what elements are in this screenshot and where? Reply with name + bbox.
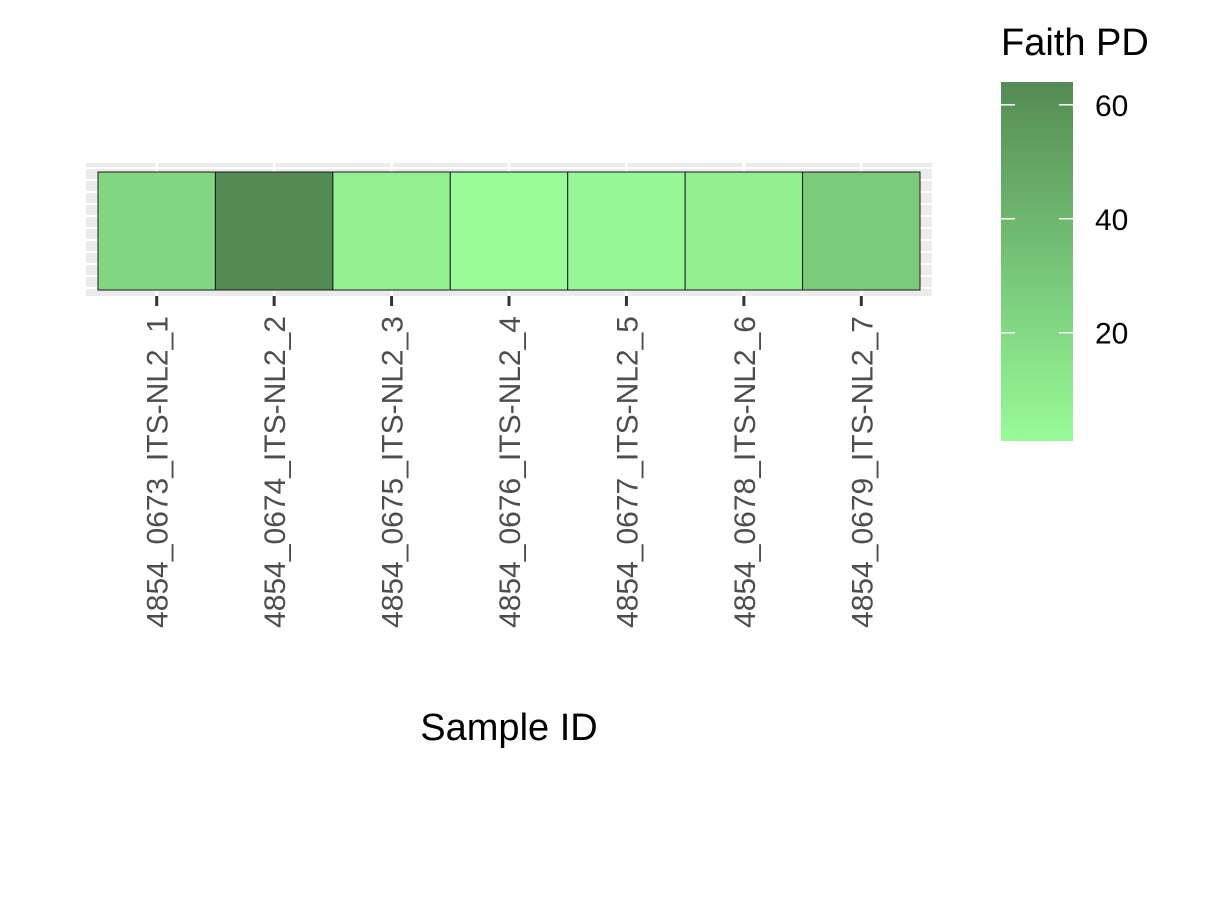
heatmap-tile <box>332 171 451 291</box>
x-tick-label: 4854_0674_ITS-NL2_2 <box>259 316 292 628</box>
legend: Faith PD 20 40 60 <box>1001 22 1149 441</box>
legend-title: Faith PD <box>1001 22 1149 64</box>
legend-tick-label: 40 <box>1095 204 1128 237</box>
heatmap-tile <box>97 171 216 291</box>
heatmap-tiles <box>97 171 921 291</box>
x-tick-label: 4854_0679_ITS-NL2_7 <box>846 316 879 628</box>
legend-colorbar <box>1001 82 1073 441</box>
x-tick-label: 4854_0673_ITS-NL2_1 <box>142 316 175 628</box>
x-tick-label: 4854_0678_ITS-NL2_6 <box>729 316 762 628</box>
heatmap-tile <box>802 171 921 291</box>
heatmap-tile <box>567 171 686 291</box>
x-tick-label: 4854_0677_ITS-NL2_5 <box>611 316 644 628</box>
heatmap-tile <box>449 171 569 291</box>
legend-tick-label: 20 <box>1095 318 1128 351</box>
x-axis-title: Sample ID <box>420 707 597 749</box>
x-tick-label: 4854_0675_ITS-NL2_3 <box>377 316 410 628</box>
legend-ticks: 20 40 60 <box>1001 90 1128 351</box>
legend-tick-label: 60 <box>1095 90 1128 123</box>
x-tick-label: 4854_0676_ITS-NL2_4 <box>494 316 527 628</box>
heatmap-tile <box>214 171 334 291</box>
x-axis: 4854_0673_ITS-NL2_1 4854_0674_ITS-NL2_2 48… <box>142 296 879 628</box>
heatmap-tile <box>684 171 804 291</box>
plot-panel <box>86 163 932 296</box>
